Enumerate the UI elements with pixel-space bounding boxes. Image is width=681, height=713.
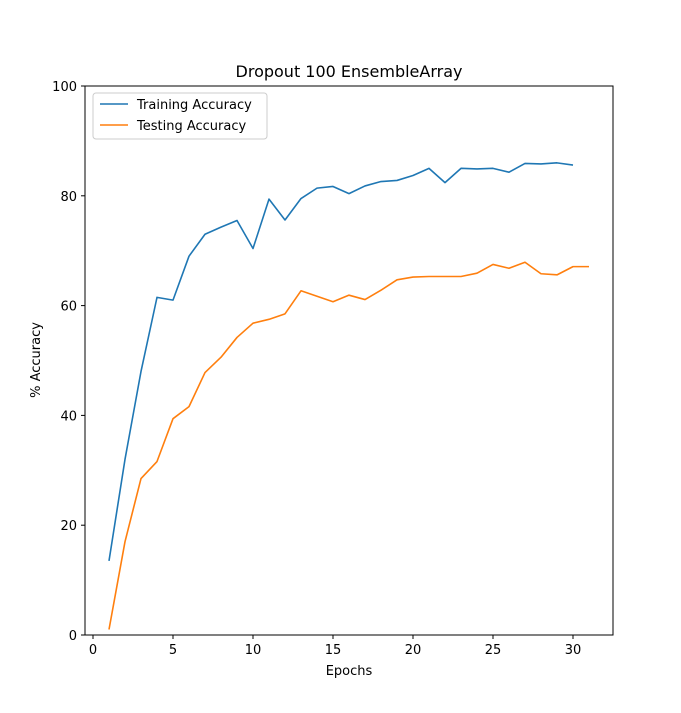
y-tick-label: 0 (69, 629, 77, 644)
x-axis-label: Epochs (326, 664, 373, 679)
y-tick-label: 20 (60, 519, 77, 534)
x-tick-label: 30 (565, 643, 582, 658)
x-tick-label: 15 (325, 643, 342, 658)
x-tick-label: 20 (405, 643, 422, 658)
y-tick-label: 40 (60, 409, 77, 424)
plot-frame (84, 85, 614, 636)
axis-ticks: 0 5 10 15 20 25 30 0 20 40 60 80 100 (52, 80, 581, 658)
legend: Training Accuracy Testing Accuracy (92, 92, 268, 140)
y-tick-label: 60 (60, 300, 77, 315)
x-tick-label: 25 (485, 643, 502, 658)
series-line-1 (108, 162, 574, 562)
legend-label: Training Accuracy (136, 98, 252, 113)
y-tick-label: 100 (52, 80, 77, 95)
x-tick-label: 10 (245, 643, 262, 658)
series-line-2 (108, 261, 589, 630)
legend-box (92, 92, 268, 140)
y-axis-label: % Accuracy (29, 322, 44, 398)
chart-title: Dropout 100 EnsembleArray (236, 62, 463, 81)
y-tick-label: 80 (60, 190, 77, 205)
plot-area (108, 162, 589, 630)
x-tick-label: 0 (89, 643, 97, 658)
x-tick-label: 5 (169, 643, 177, 658)
legend-label: Testing Accuracy (136, 119, 246, 134)
